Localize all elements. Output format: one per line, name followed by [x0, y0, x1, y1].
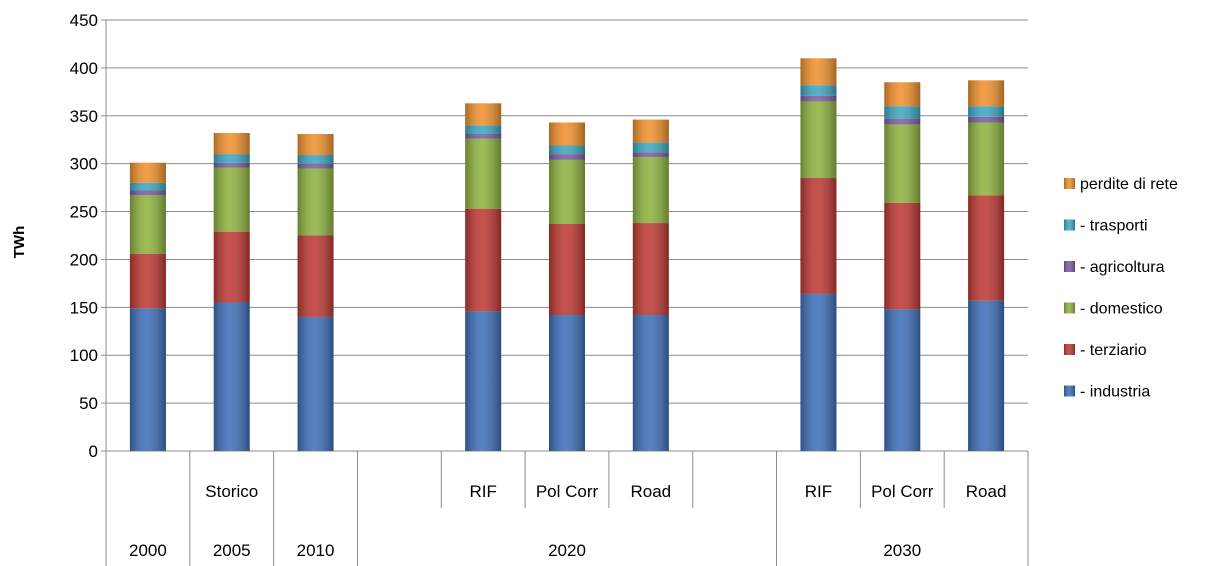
bar-segment: [549, 159, 585, 225]
bar-segment: [632, 119, 669, 143]
legend-item: perdite di rete: [1064, 176, 1178, 193]
bar-segment: [213, 167, 250, 232]
group-label: 2010: [297, 541, 335, 560]
bar-segment: [800, 95, 837, 102]
legend-label: - trasporti: [1080, 218, 1148, 235]
legend: perdite di rete - trasporti - agricoltura -…: [1064, 176, 1178, 401]
bar-segment: [549, 154, 585, 160]
bar-segment: [213, 302, 250, 451]
bar-segment: [297, 235, 334, 317]
group-label: 2030: [883, 541, 921, 560]
group-label: 2020: [548, 541, 586, 560]
bar-segment: [129, 195, 166, 254]
bar-segment: [884, 124, 921, 203]
bar-segment: [800, 293, 837, 451]
y-tick-label: 300: [70, 155, 98, 174]
bar-segment: [800, 101, 837, 179]
bar-segment: [800, 58, 837, 86]
legend-label: - agricoltura: [1080, 259, 1165, 276]
y-tick-label: 200: [70, 250, 98, 269]
bar-segment: [297, 155, 334, 164]
legend-item: - trasporti: [1064, 218, 1148, 235]
bar-segment: [129, 253, 166, 309]
category-labels: Storico RIF Pol Corr Road RIF Pol Corr Road 200…: [129, 482, 1006, 560]
bar-segment: [465, 208, 502, 312]
legend-label: - terziario: [1080, 342, 1147, 359]
y-tick-label: 350: [70, 107, 98, 126]
bar-segment: [129, 308, 166, 451]
bar-segment: [632, 223, 669, 315]
bar-segment: [129, 190, 166, 196]
group-label: 2005: [213, 541, 251, 560]
category-label: Pol Corr: [536, 482, 599, 501]
bar-segment: [884, 202, 921, 310]
category-label: RIF: [805, 482, 832, 501]
bar-segment: [884, 118, 921, 125]
legend-item: - industria: [1064, 384, 1150, 401]
bar-segment: [465, 311, 502, 451]
bar-segment: [968, 106, 1005, 117]
y-tick-label: 50: [79, 394, 98, 413]
bar-segment: [632, 142, 669, 153]
category-label: Road: [630, 482, 671, 501]
bar-segment: [213, 162, 250, 168]
bar-segment: [465, 103, 502, 126]
bar-segment: [129, 182, 166, 191]
bar-segment: [632, 152, 669, 157]
bar-segment: [968, 195, 1005, 301]
legend-item: - domestico: [1064, 301, 1163, 318]
bar-segment: [297, 133, 334, 156]
category-label: Storico: [205, 482, 258, 501]
legend-item: - terziario: [1064, 342, 1147, 359]
bar-segment: [549, 224, 585, 315]
category-label: Road: [966, 482, 1007, 501]
bar-segment: [213, 154, 250, 163]
category-label: Pol Corr: [871, 482, 934, 501]
bar-segment: [884, 82, 921, 107]
category-label: RIF: [469, 482, 496, 501]
bar-segment: [800, 85, 837, 96]
bar-segment: [968, 80, 1005, 107]
y-axis-title: TWh: [11, 226, 28, 258]
bar-segment: [968, 300, 1005, 451]
y-tick-label: 450: [70, 11, 98, 30]
bar-segment: [213, 231, 250, 303]
y-tick-label: 250: [70, 203, 98, 222]
bar-segment: [297, 163, 334, 169]
axes: 0 50 100 150 200 250 300 350 400 450: [70, 11, 1029, 566]
bar-segment: [632, 314, 669, 451]
bar-segment: [465, 133, 502, 139]
bar-segment: [549, 145, 585, 155]
y-tick-label: 0: [89, 442, 98, 461]
bar-segment: [213, 133, 250, 155]
bar-segment: [884, 106, 921, 119]
group-label: 2000: [129, 541, 167, 560]
bar-segment: [968, 122, 1005, 196]
bars: [129, 58, 1005, 451]
bar-segment: [297, 168, 334, 236]
y-tick-label: 100: [70, 346, 98, 365]
bar-segment: [549, 314, 585, 451]
bar-segment: [129, 162, 166, 183]
bar-segment: [465, 125, 502, 134]
legend-label: - domestico: [1080, 301, 1163, 318]
bar-segment: [549, 122, 585, 146]
bar-segment: [632, 156, 669, 224]
bar-segment: [297, 316, 334, 451]
legend-label: - industria: [1080, 384, 1150, 401]
bar-segment: [800, 178, 837, 294]
bar-segment: [968, 116, 1005, 123]
y-tick-label: 150: [70, 298, 98, 317]
bar-segment: [465, 138, 502, 209]
legend-item: - agricoltura: [1064, 259, 1165, 276]
legend-label: perdite di rete: [1080, 176, 1178, 193]
y-tick-label: 400: [70, 59, 98, 78]
bar-segment: [884, 309, 921, 451]
